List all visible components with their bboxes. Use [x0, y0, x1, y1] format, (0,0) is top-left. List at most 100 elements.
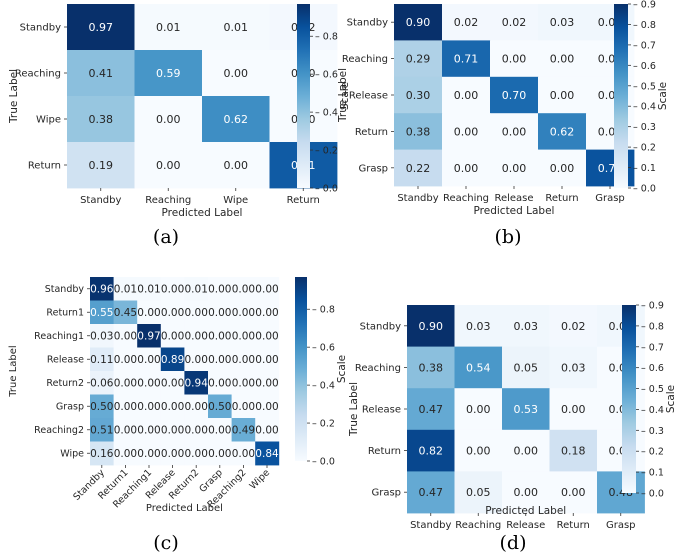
y-tick-label: Return2	[46, 378, 84, 389]
cell-value-label: 0.45	[114, 307, 137, 319]
cell-value-label: 0.00	[561, 486, 586, 499]
cell-value-label: 0.00	[137, 401, 160, 413]
cell-value-label: 0.00	[114, 425, 137, 437]
heatmap-cell	[407, 429, 455, 472]
cell-value-label: 0.01	[137, 284, 160, 296]
cell-value-label: 0.03	[466, 320, 491, 333]
heatmap-cell	[407, 346, 455, 389]
cell-value-label: 0.00	[156, 159, 181, 172]
colorbar-tick-label: – 0.1	[641, 468, 664, 479]
cell-value-label: 0.02	[561, 320, 586, 333]
x-tick-label: Grasp	[606, 520, 636, 531]
cell-value-label: 0.00	[255, 331, 278, 343]
cell-value-label: 0.47	[419, 486, 444, 499]
x-tick-label: Reaching	[145, 195, 191, 206]
colorbar	[622, 305, 636, 493]
heatmap-cell	[202, 50, 270, 97]
cell-value-label: 0.00	[232, 307, 255, 319]
cell-value-label: 0.70	[502, 89, 527, 102]
cell-value-label: 0.01	[156, 21, 181, 34]
heatmap-cell	[407, 471, 455, 514]
y-tick-label: Wipe	[60, 449, 84, 460]
colorbar-tick-label: – 0.6	[641, 363, 664, 374]
heatmap-cell	[597, 471, 645, 514]
cell-value-label: 0.00	[185, 448, 208, 460]
cell-value-label: 0.00	[161, 378, 184, 390]
cell-value-label: 0.00	[161, 401, 184, 413]
cell-value-label: 0.00	[208, 448, 231, 460]
cell-value-label: 0.49	[232, 425, 255, 437]
heatmap-cell	[454, 305, 503, 347]
heatmap-cell	[208, 277, 232, 301]
heatmap-cell	[255, 277, 280, 301]
cell-value-label: 0.50	[208, 401, 231, 413]
cell-value-label: 0.59	[156, 67, 181, 80]
heatmap-cell	[394, 76, 443, 114]
heatmap-cell	[208, 324, 232, 348]
heatmap-cell	[160, 418, 185, 442]
heatmap-cell	[231, 300, 256, 325]
cell-value-label: 0.00	[185, 354, 208, 366]
cell-value-label: 0.00	[550, 162, 575, 175]
cell-value-label: 0.00	[185, 425, 208, 437]
y-tick-label: Reaching2	[34, 425, 84, 436]
heatmap-cell	[90, 371, 114, 395]
colorbar	[295, 277, 307, 461]
colorbar-tick-label: – 0.2	[633, 143, 656, 154]
y-tick-label: Reaching	[15, 69, 61, 80]
confusion-matrix-c: (c) 0.96 0.01 0.01 0.00 0.01 0.00 0.00 0.000.55…	[8, 277, 348, 554]
heatmap-cell	[538, 40, 587, 78]
heatmap-cell	[597, 429, 645, 472]
heatmap-cell	[538, 4, 587, 41]
cell-value-label: 0.90	[419, 320, 444, 333]
cell-value-label: 0.00	[466, 445, 491, 458]
x-tick-label: Standby	[397, 193, 438, 204]
heatmap-cell	[90, 324, 114, 348]
heatmap-cell	[90, 394, 114, 419]
heatmap-cell	[255, 418, 280, 442]
colorbar-tick-label: – 0.5	[633, 81, 656, 92]
x-tick-label: Reaching	[455, 520, 501, 531]
colorbar	[614, 4, 628, 188]
cell-value-label: 0.00	[161, 331, 184, 343]
heatmap-cell	[184, 347, 209, 372]
cell-value-label: 0.00	[137, 448, 160, 460]
colorbar-tick-label: – 0.6	[315, 70, 338, 81]
cell-value-label: 0.00	[502, 162, 527, 175]
heatmap-cell	[442, 4, 491, 41]
colorbar-tick-label: – 0.1	[633, 163, 656, 174]
cell-value-label: 0.62	[224, 113, 249, 126]
heatmap-cell	[255, 324, 280, 348]
heatmap-cell	[502, 388, 550, 431]
heatmap-cell	[90, 418, 114, 442]
heatmap-cell	[394, 113, 443, 150]
heatmap-cell	[255, 347, 280, 372]
heatmap-cell	[394, 4, 443, 41]
x-tick-label: Grasp	[595, 193, 625, 204]
cell-value-label: 0.00	[114, 448, 137, 460]
x-tick-label: Return	[545, 193, 578, 204]
y-tick-label: Standby	[347, 18, 388, 29]
cell-value-label: 0.00	[454, 125, 479, 138]
cell-value-label: 0.29	[406, 53, 431, 66]
cell-value-label: 0.97	[137, 331, 160, 343]
heatmap-cell	[184, 394, 209, 419]
heatmap-cell	[90, 277, 114, 301]
y-tick-label: Reaching	[342, 54, 388, 65]
heatmap-cell	[454, 388, 503, 431]
heatmap-cell	[255, 441, 280, 466]
cell-value-label: 0.00	[232, 401, 255, 413]
cell-value-label: 0.00	[161, 448, 184, 460]
heatmap-cell	[67, 142, 135, 189]
colorbar-tick-label: – 0.4	[633, 102, 656, 113]
panel-caption: (c)	[153, 532, 178, 554]
colorbar-label: Scale	[657, 82, 669, 110]
heatmap-cell	[160, 394, 185, 419]
y-tick-label: Grasp	[358, 163, 388, 174]
heatmap-cell	[160, 300, 185, 325]
heatmap-cell	[184, 371, 209, 395]
heatmap-cell	[231, 324, 256, 348]
heatmap-cell	[231, 371, 256, 395]
heatmap-cell	[208, 300, 232, 325]
